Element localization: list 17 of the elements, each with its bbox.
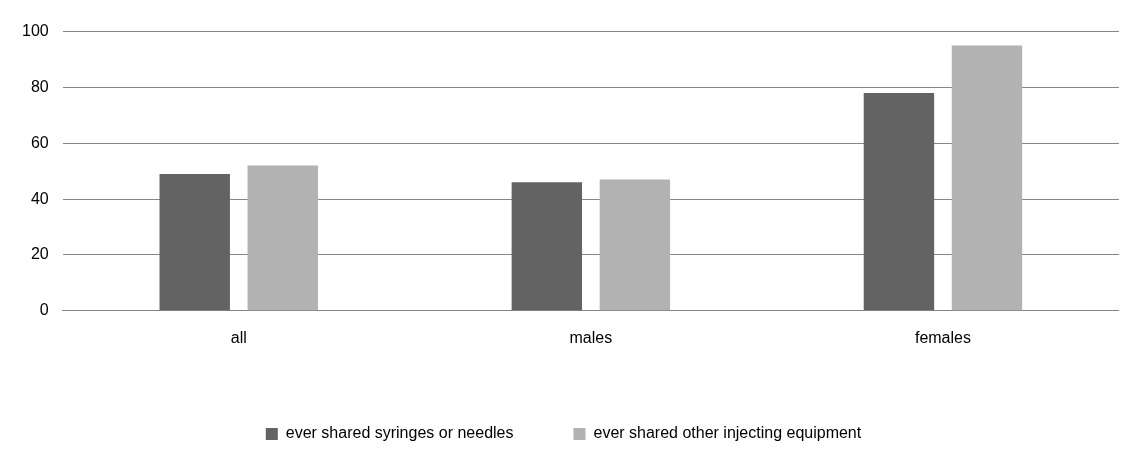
x-tick-label: females bbox=[914, 328, 971, 346]
y-tick-label: 40 bbox=[30, 189, 49, 207]
bar bbox=[159, 173, 230, 311]
bar bbox=[511, 182, 583, 311]
bar bbox=[247, 165, 318, 311]
y-tick-label: 80 bbox=[30, 77, 49, 95]
bar bbox=[599, 179, 671, 311]
y-tick-label: 20 bbox=[30, 245, 49, 263]
legend-label: ever shared syringes or needles bbox=[285, 424, 514, 442]
x-tick-label: males bbox=[569, 328, 613, 346]
y-tick-label: 100 bbox=[21, 22, 49, 40]
legend-label: ever shared other injecting equipment bbox=[593, 424, 862, 442]
y-tick-label: 0 bbox=[39, 301, 49, 319]
x-tick-label: all bbox=[230, 328, 247, 346]
bar bbox=[863, 93, 935, 311]
bar bbox=[951, 45, 1023, 311]
y-tick-label: 60 bbox=[30, 133, 49, 151]
